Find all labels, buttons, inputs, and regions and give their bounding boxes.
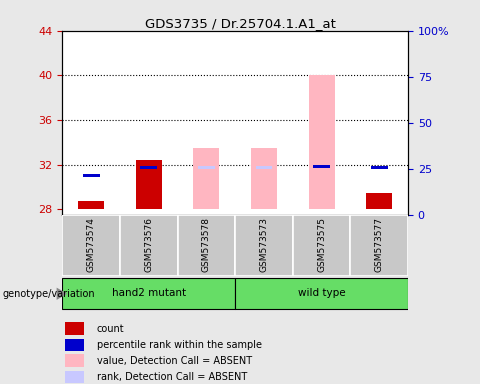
Bar [350,215,408,276]
Text: GDS3735 / Dr.25704.1.A1_at: GDS3735 / Dr.25704.1.A1_at [144,17,336,30]
Bar [198,166,215,169]
Text: GSM573573: GSM573573 [260,217,268,272]
Bar [235,215,293,276]
Text: count: count [96,324,124,334]
Text: GSM573578: GSM573578 [202,217,211,272]
Bar [65,339,84,351]
Text: GSM573576: GSM573576 [144,217,153,272]
Text: rank, Detection Call = ABSENT: rank, Detection Call = ABSENT [96,372,247,382]
Text: GSM573574: GSM573574 [87,217,96,272]
Bar [140,166,157,169]
Bar [65,354,84,367]
Text: GSM573575: GSM573575 [317,217,326,272]
Bar [313,165,330,168]
Text: percentile rank within the sample: percentile rank within the sample [96,340,262,350]
Text: value, Detection Call = ABSENT: value, Detection Call = ABSENT [96,356,252,366]
Text: GSM573577: GSM573577 [375,217,384,272]
Bar [193,148,219,209]
Bar [62,278,235,310]
Bar [251,148,277,209]
Bar [366,193,392,209]
Bar [65,322,84,335]
Bar [83,174,100,177]
Text: wild type: wild type [298,288,346,298]
Text: genotype/variation: genotype/variation [2,289,95,299]
Bar [235,278,408,310]
Bar [178,215,235,276]
Bar [120,215,178,276]
Bar [65,371,84,383]
Polygon shape [57,288,67,300]
Bar [78,200,104,209]
Bar [255,166,273,169]
Text: hand2 mutant: hand2 mutant [112,288,186,298]
Bar [309,75,335,209]
Bar [371,166,388,169]
Bar [62,215,120,276]
Bar [136,160,162,209]
Bar [313,165,330,168]
Bar [293,215,350,276]
